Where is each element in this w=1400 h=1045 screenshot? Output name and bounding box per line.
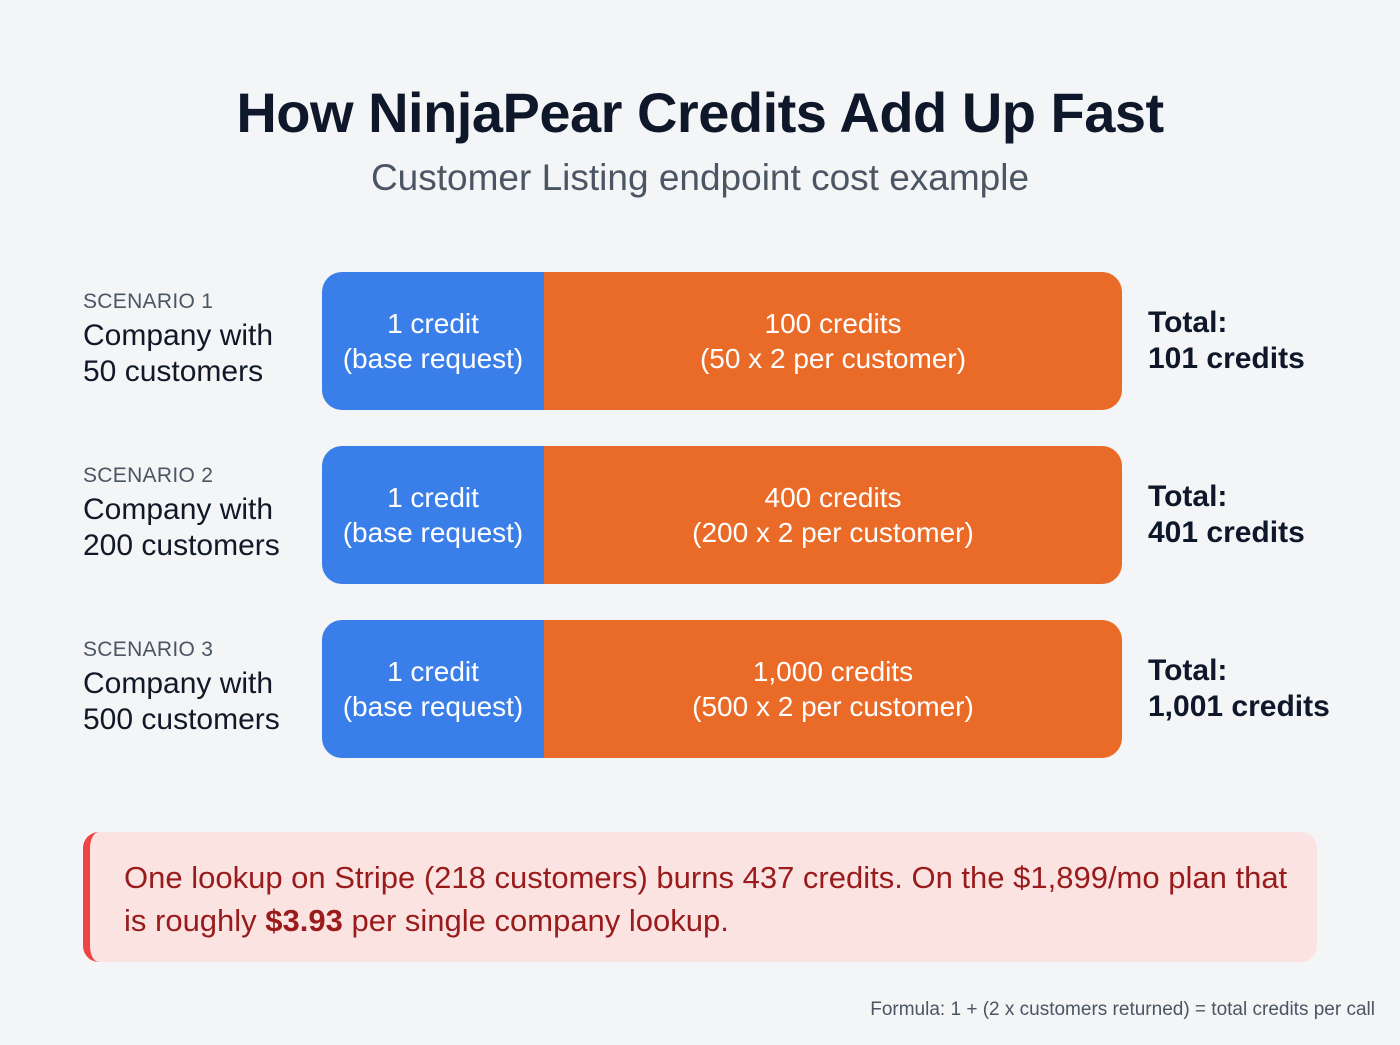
scenario-number: SCENARIO 1 (83, 290, 214, 313)
customer-credit-amount: 400 credits (764, 482, 902, 513)
page-subtitle: Customer Listing endpoint cost example (370, 157, 1030, 198)
base-credit-note: (base request) (342, 517, 524, 548)
base-credit-segment: 1 credit (base request) (322, 446, 544, 584)
base-credit-amount: 1 credit (387, 656, 479, 687)
company-line-2: 200 customers (83, 529, 280, 562)
scenario-number: SCENARIO 2 (83, 464, 214, 487)
company-line-2: 50 customers (83, 355, 264, 388)
total-label: Total: (1148, 654, 1228, 687)
customer-credit-segment: 400 credits (200 x 2 per customer) (544, 446, 1122, 584)
base-credit-note: (base request) (342, 691, 524, 722)
base-credit-segment: 1 credit (base request) (322, 620, 544, 758)
scenario-row: SCENARIO 3 Company with 500 customers 1 … (0, 620, 1400, 758)
customer-credit-note: (200 x 2 per customer) (692, 517, 974, 548)
customer-credit-segment: 100 credits (50 x 2 per customer) (544, 272, 1122, 410)
credit-bar: 1 credit (base request) 400 credits (200… (322, 446, 1122, 584)
base-credit-segment: 1 credit (base request) (322, 272, 544, 410)
customer-credit-amount: 100 credits (764, 308, 902, 339)
formula-note: Formula: 1 + (2 x customers returned) = … (870, 999, 1375, 1020)
scenario-label: SCENARIO 3 Company with 500 customers (83, 638, 280, 738)
company-line-1: Company with (83, 319, 274, 352)
scenario-label: SCENARIO 1 Company with 50 customers (83, 290, 273, 390)
total-value: 401 credits (1148, 516, 1305, 549)
scenario-row: SCENARIO 1 Company with 50 customers 1 c… (0, 272, 1400, 410)
total: Total: 1,001 credits (1148, 653, 1330, 725)
credit-bar: 1 credit (base request) 100 credits (50 … (322, 272, 1122, 410)
scenario-label: SCENARIO 2 Company with 200 customers (83, 464, 280, 564)
total-value: 101 credits (1148, 342, 1305, 375)
callout-text-end: per single company lookup. (342, 903, 729, 938)
base-credit-note: (base request) (342, 343, 524, 374)
total: Total: 401 credits (1148, 479, 1305, 551)
callout-highlight: $3.93 (265, 903, 343, 938)
base-credit-amount: 1 credit (387, 308, 479, 339)
total: Total: 101 credits (1148, 305, 1305, 377)
scenario-row: SCENARIO 2 Company with 200 customers 1 … (0, 446, 1400, 584)
company-line-2: 500 customers (83, 703, 280, 736)
page-title: How NinjaPear Credits Add Up Fast (236, 81, 1164, 144)
total-value: 1,001 credits (1148, 690, 1330, 723)
credit-bar: 1 credit (base request) 1,000 credits (5… (322, 620, 1122, 758)
customer-credit-amount: 1,000 credits (752, 656, 914, 687)
company-line-1: Company with (83, 667, 274, 700)
total-label: Total: (1148, 480, 1228, 513)
base-credit-amount: 1 credit (387, 482, 479, 513)
company-line-1: Company with (83, 493, 274, 526)
scenario-number: SCENARIO 3 (83, 638, 214, 661)
customer-credit-segment: 1,000 credits (500 x 2 per customer) (544, 620, 1122, 758)
cost-callout: One lookup on Stripe (218 customers) bur… (83, 832, 1317, 962)
customer-credit-note: (500 x 2 per customer) (692, 691, 974, 722)
customer-credit-note: (50 x 2 per customer) (699, 343, 967, 374)
total-label: Total: (1148, 306, 1228, 339)
callout-text: One lookup on Stripe (218 customers) bur… (124, 860, 1288, 938)
